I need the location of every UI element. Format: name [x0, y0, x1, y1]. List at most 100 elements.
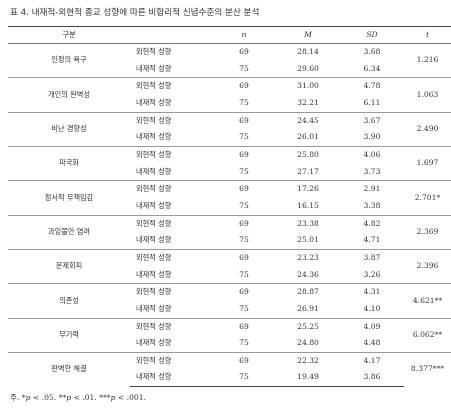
table-body: 인정의 욕구 외현적 성향 69 28.14 3.68 1.216 내재적 성향 75 29.6…	[8, 44, 451, 388]
header-m: M	[276, 26, 340, 44]
mean-cell: 32.21	[297, 97, 319, 107]
variable-cell: 무기력	[8, 317, 130, 353]
sd-cell: 3.73	[363, 166, 381, 176]
n-cell: 69	[212, 180, 276, 198]
n-cell: 69	[212, 77, 276, 95]
group-cell: 외현적 성향	[130, 317, 212, 336]
mean-cell: 19.49	[276, 369, 340, 388]
mean-cell: 23.38	[276, 214, 340, 233]
table-row: 내재적 성향 75 25.01 4.71	[8, 232, 451, 249]
sd-cell: 4.71	[363, 235, 381, 245]
variable-cell: 완벽한 해결	[8, 351, 130, 387]
variable-cell: 인정의 욕구	[51, 55, 87, 65]
mean-cell: 16.15	[297, 200, 319, 210]
variable-cell: 정서적 무책임감	[8, 180, 130, 216]
anova-table: 구분 n M SD t 인정의 욕구 외현적 성향 69 28.14 3.68 1.216…	[8, 26, 451, 388]
t-cell: 2.396	[404, 248, 451, 284]
table-note: 주. *p < .05. **p < .01. ***p < .001.	[10, 392, 146, 403]
note-t3: < .001.	[115, 393, 146, 402]
note-p3: p	[110, 393, 116, 402]
n-cell: 69	[212, 317, 276, 336]
mean-cell: 31.00	[276, 77, 340, 95]
sd-cell: 4.09	[340, 317, 404, 336]
sd-cell: 6.11	[363, 97, 381, 107]
sd-cell: 3.38	[363, 200, 381, 210]
group-cell: 내재적 성향	[136, 132, 172, 142]
table-row: 내재적 성향 75 26.91 4.10	[8, 301, 451, 318]
table-row: 내재적 성향 75 27.17 3.73	[8, 164, 451, 181]
group-cell: 내재적 성향	[136, 97, 172, 107]
group-cell: 외현적 성향	[130, 145, 212, 164]
n-cell: 75	[239, 235, 249, 245]
group-cell: 내재적 성향	[136, 235, 172, 245]
table-row: 개인의 완벽성 외현적 성향 69 31.00 4.78 1.063	[8, 77, 451, 113]
t-cell: 2.701*	[404, 180, 451, 216]
group-cell: 외현적 성향	[130, 180, 212, 198]
sd-cell: 3.87	[340, 248, 404, 267]
group-cell: 외현적 성향	[130, 351, 212, 370]
t-cell: 1.697	[404, 145, 451, 181]
n-cell: 69	[212, 351, 276, 370]
t-cell: 6.062**	[404, 317, 451, 353]
table-row: 정서적 무책임감 외현적 성향 69 17.26 2.91 2.701*	[8, 180, 451, 216]
group-cell: 내재적 성향	[136, 303, 172, 313]
header-n: n	[212, 26, 276, 44]
variable-cell: 비난 경향성	[8, 111, 130, 147]
n-cell: 75	[239, 63, 249, 73]
header-t: t	[404, 26, 451, 44]
t-cell: 1.216	[416, 55, 439, 65]
n-cell: 69	[212, 214, 276, 233]
note-p2: p	[66, 393, 72, 402]
group-cell: 외현적 성향	[130, 111, 212, 130]
table-row: 내재적 성향 75 24.80 4.48	[8, 335, 451, 352]
sd-cell: 4.48	[363, 338, 381, 348]
t-cell: 2.490	[404, 111, 451, 147]
group-cell: 내재적 성향	[130, 369, 212, 388]
table-row: 무기력 외현적 성향 69 25.25 4.09 6.062**	[8, 317, 451, 353]
n-cell: 75	[239, 166, 249, 176]
mean-cell: 25.80	[276, 145, 340, 164]
sd-cell: 2.91	[340, 180, 404, 198]
variable-cell: 문제회피	[8, 248, 130, 284]
table-row: 내재적 성향 75 32.21 6.11	[8, 95, 451, 112]
mean-cell: 29.60	[297, 63, 319, 73]
group-cell: 내재적 성향	[136, 63, 172, 73]
table-header-row: 구분 n M SD t	[8, 26, 451, 44]
group-cell: 내재적 성향	[136, 269, 172, 279]
mean-cell: 25.25	[276, 317, 340, 336]
table-row: 내재적 성향 75 26.01 3.90	[8, 129, 451, 146]
mean-cell: 24.45	[276, 111, 340, 130]
t-cell: 4.621**	[404, 283, 451, 318]
sd-cell: 3.68	[363, 47, 381, 56]
group-cell: 외현적 성향	[136, 47, 172, 56]
group-cell: 외현적 성향	[130, 248, 212, 267]
note-prefix: 주. *	[10, 393, 26, 402]
header-sd: SD	[340, 26, 404, 44]
group-cell: 내재적 성향	[136, 166, 172, 176]
sd-cell: 3.26	[363, 269, 381, 279]
sd-cell: 4.10	[363, 303, 381, 313]
mean-cell: 27.17	[297, 166, 319, 176]
table-row: 완벽한 해결 외현적 성향 69 22.32 4.17 8.377***	[8, 351, 451, 387]
table-row: 의존성 외현적 성향 69 28.87 4.31 4.621**	[8, 283, 451, 318]
note-p1: p	[25, 393, 31, 402]
sd-cell: 3.90	[363, 132, 381, 142]
table-row: 내재적 성향 75 24.36 3.26	[8, 267, 451, 284]
table-row: 인정의 욕구 외현적 성향 69 28.14 3.68 1.216	[8, 44, 451, 64]
n-cell: 75	[239, 97, 249, 107]
sd-cell: 4.31	[340, 283, 404, 301]
header-variable: 구분	[8, 26, 130, 44]
group-cell: 외현적 성향	[130, 283, 212, 301]
table-row: 문제회피 외현적 성향 69 23.23 3.87 2.396	[8, 248, 451, 284]
mean-cell: 24.80	[297, 338, 319, 348]
group-cell: 내재적 성향	[136, 200, 172, 210]
mean-cell: 28.87	[276, 283, 340, 301]
n-cell: 75	[239, 338, 249, 348]
table-row: 내재적 성향 75 29.60 6.34	[8, 61, 451, 78]
table-caption: 표 4. 내재적-외현적 종교 성향에 따른 비합리적 신념수준의 분산 분석	[10, 8, 260, 18]
n-cell: 69	[212, 145, 276, 164]
n-cell: 69	[212, 111, 276, 130]
n-cell: 69	[212, 248, 276, 267]
n-cell: 75	[239, 132, 249, 142]
sd-cell: 3.67	[340, 111, 404, 130]
